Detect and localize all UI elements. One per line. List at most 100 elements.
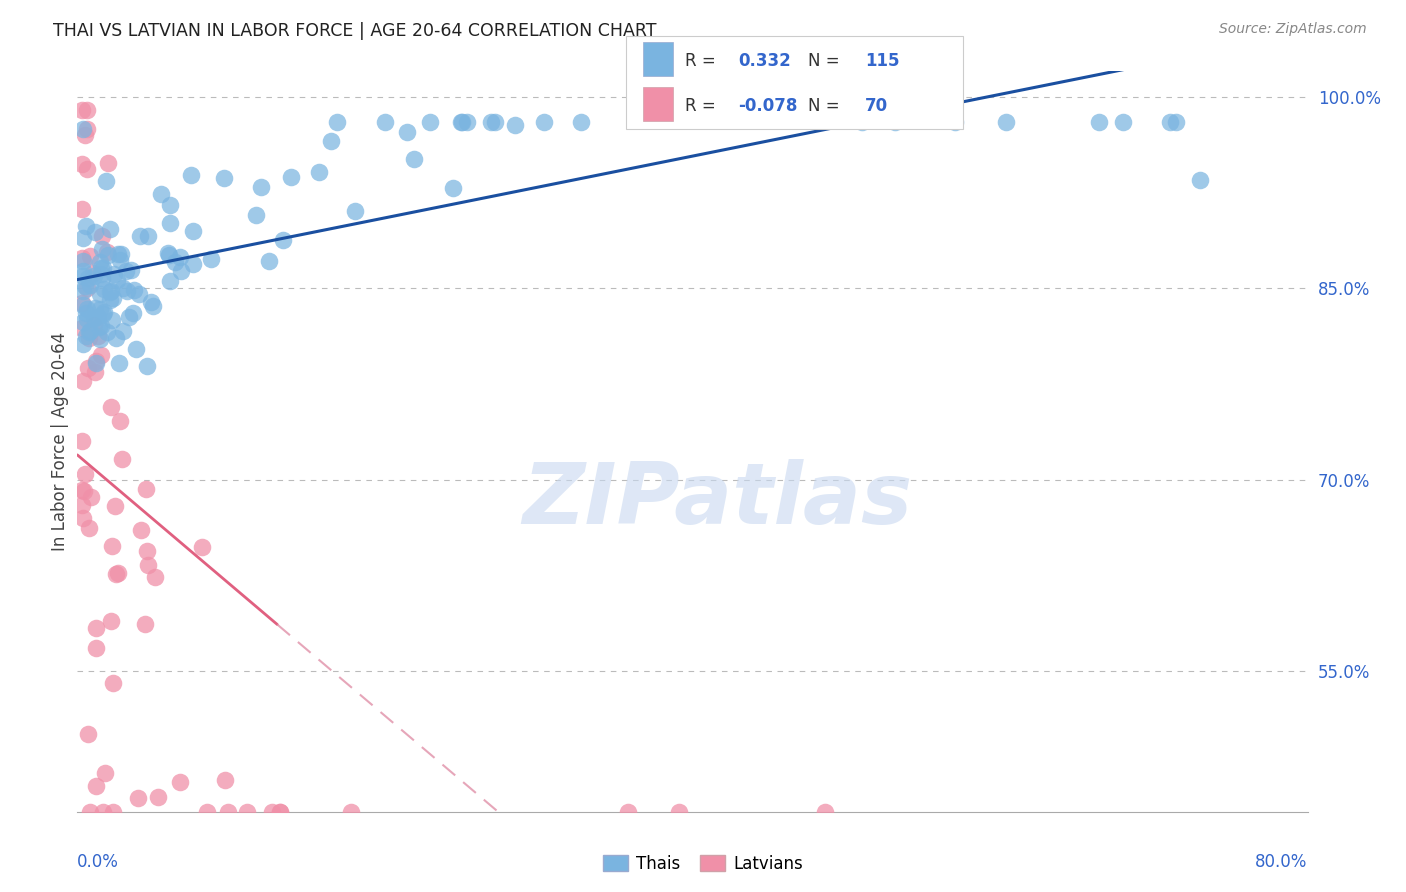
Point	[450, 115, 472, 129]
Point	[82, 266, 104, 280]
Point	[136, 558, 159, 573]
Point	[77, 360, 100, 375]
Point	[103, 805, 125, 819]
Point	[191, 540, 214, 554]
Point	[70, 483, 93, 498]
Point	[77, 726, 100, 740]
Point	[79, 324, 101, 338]
Point	[89, 287, 111, 301]
Point	[121, 306, 143, 320]
Point	[181, 224, 204, 238]
Point	[197, 805, 219, 819]
Point	[479, 115, 502, 129]
Point	[87, 329, 110, 343]
Point	[212, 170, 235, 185]
Point	[90, 348, 112, 362]
Point	[533, 115, 555, 129]
Point	[159, 198, 181, 212]
Point	[91, 271, 114, 285]
Point	[115, 284, 138, 298]
Point	[90, 319, 112, 334]
Point	[105, 272, 128, 286]
Point	[70, 321, 93, 335]
Point	[89, 301, 111, 316]
Point	[70, 498, 93, 512]
Point	[108, 253, 131, 268]
Point	[149, 186, 172, 201]
Point	[96, 245, 118, 260]
Text: N =: N =	[808, 52, 845, 70]
Point	[183, 257, 205, 271]
Point	[100, 285, 122, 299]
Point	[1159, 115, 1181, 129]
Point	[75, 329, 97, 343]
Point	[107, 247, 129, 261]
Point	[91, 805, 114, 819]
Point	[76, 311, 98, 326]
Point	[101, 292, 124, 306]
Point	[97, 156, 120, 170]
Point	[73, 128, 96, 143]
Point	[83, 318, 105, 332]
Point	[236, 805, 259, 819]
Point	[83, 365, 105, 379]
Point	[127, 791, 149, 805]
Point	[112, 281, 135, 295]
Point	[668, 805, 690, 819]
Point	[851, 115, 873, 129]
Point	[111, 324, 134, 338]
Point	[118, 310, 141, 324]
Point	[101, 676, 124, 690]
Point	[107, 356, 129, 370]
Point	[72, 230, 94, 244]
Point	[84, 356, 107, 370]
Point	[124, 343, 146, 357]
Point	[136, 359, 159, 373]
Point	[76, 301, 98, 316]
Point	[943, 115, 966, 129]
Point	[159, 216, 181, 230]
Point	[157, 246, 180, 260]
Point	[122, 283, 145, 297]
Point	[72, 315, 94, 329]
Point	[100, 313, 122, 327]
Point	[72, 253, 94, 268]
Point	[75, 306, 97, 320]
Point	[169, 774, 191, 789]
Point	[93, 305, 115, 319]
Point	[1087, 115, 1109, 129]
Point	[104, 499, 127, 513]
Point	[93, 282, 115, 296]
Point	[70, 252, 93, 266]
Point	[100, 615, 122, 629]
Point	[84, 621, 107, 635]
Point	[79, 249, 101, 263]
Point	[79, 805, 101, 819]
Point	[157, 248, 180, 262]
Point	[269, 805, 291, 819]
Point	[89, 320, 111, 334]
Point	[280, 169, 302, 184]
Point	[100, 539, 122, 553]
Point	[103, 268, 125, 282]
Point	[273, 233, 295, 247]
Point	[91, 229, 114, 244]
Text: Source: ZipAtlas.com: Source: ZipAtlas.com	[1219, 22, 1367, 37]
Point	[70, 202, 93, 216]
Point	[84, 354, 107, 368]
Point	[217, 805, 239, 819]
Point	[129, 228, 152, 243]
Point	[165, 254, 187, 268]
Point	[89, 255, 111, 269]
Point	[72, 264, 94, 278]
Point	[75, 219, 97, 234]
Point	[108, 414, 131, 428]
Point	[419, 115, 441, 129]
Point	[200, 252, 222, 267]
Point	[617, 805, 640, 819]
Point	[91, 260, 114, 275]
Point	[326, 115, 349, 129]
Point	[72, 336, 94, 351]
Point	[111, 451, 134, 466]
Point	[170, 264, 193, 278]
